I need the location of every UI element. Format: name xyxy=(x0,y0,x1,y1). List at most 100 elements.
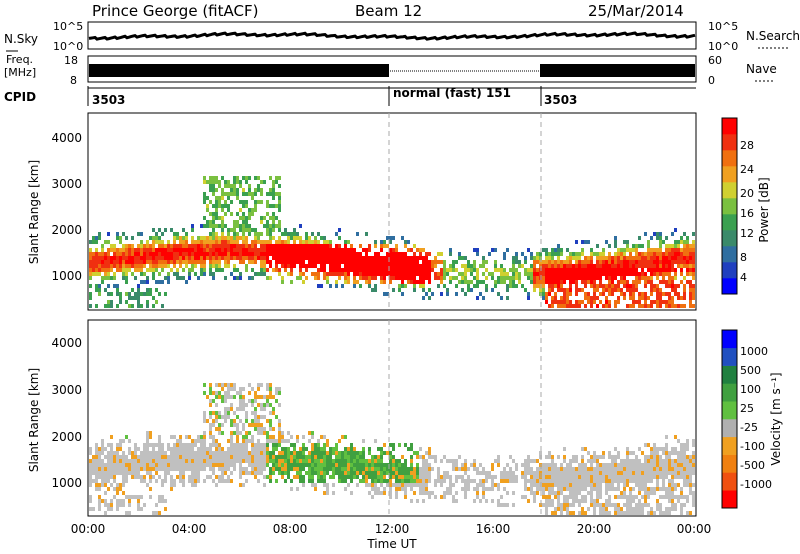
velocity-cell xyxy=(626,499,629,503)
power-cell xyxy=(608,260,611,264)
velocity-cell xyxy=(89,495,92,499)
power-cell xyxy=(317,272,320,276)
velocity-cell xyxy=(509,475,512,479)
velocity-cell xyxy=(563,503,566,507)
velocity-cell xyxy=(599,455,602,459)
power-cell xyxy=(560,264,563,268)
velocity-cell xyxy=(263,395,266,399)
velocity-cell xyxy=(320,475,323,479)
velocity-cell xyxy=(455,475,458,479)
velocity-cell xyxy=(584,471,587,475)
velocity-cell xyxy=(422,499,425,503)
power-cell xyxy=(566,276,569,280)
velocity-cell xyxy=(398,475,401,479)
velocity-cell xyxy=(281,471,284,475)
velocity-cell xyxy=(395,475,398,479)
power-cell xyxy=(407,248,410,252)
power-cell xyxy=(584,296,587,300)
velocity-cell xyxy=(656,483,659,487)
velocity-cell xyxy=(404,495,407,499)
power-cell xyxy=(278,220,281,224)
power-cell xyxy=(155,280,158,284)
power-cell xyxy=(275,248,278,252)
velocity-cell xyxy=(389,475,392,479)
power-cell xyxy=(140,256,143,260)
velocity-cell xyxy=(647,467,650,471)
velocity-cell xyxy=(467,475,470,479)
power-cell xyxy=(341,268,344,272)
velocity-cell xyxy=(623,459,626,463)
power-cell xyxy=(233,264,236,268)
power-cell xyxy=(326,276,329,280)
velocity-cell xyxy=(491,487,494,491)
power-cell xyxy=(512,268,515,272)
velocity-cell xyxy=(548,499,551,503)
velocity-cell xyxy=(149,459,152,463)
velocity-cell xyxy=(611,455,614,459)
power-cell xyxy=(137,300,140,304)
velocity-cell xyxy=(326,451,329,455)
velocity-cell xyxy=(545,503,548,507)
velocity-cell xyxy=(533,471,536,475)
power-cell xyxy=(197,276,200,280)
velocity-cell xyxy=(545,463,548,467)
power-cell xyxy=(242,236,245,240)
velocity-cell xyxy=(449,459,452,463)
velocity-cell xyxy=(614,475,617,479)
velocity-cell xyxy=(413,451,416,455)
power-cell xyxy=(626,288,629,292)
velocity-cell xyxy=(164,471,167,475)
velocity-cell xyxy=(485,475,488,479)
velocity-cell xyxy=(227,475,230,479)
velocity-cell xyxy=(416,499,419,503)
power-cell xyxy=(191,260,194,264)
velocity-cell xyxy=(581,487,584,491)
velocity-cell xyxy=(563,455,566,459)
velocity-cell xyxy=(215,463,218,467)
power-cell xyxy=(152,244,155,248)
velocity-cell xyxy=(542,479,545,483)
power-cell xyxy=(638,276,641,280)
power-cell xyxy=(137,256,140,260)
power-cell xyxy=(422,284,425,288)
velocity-cell xyxy=(179,455,182,459)
power-cell xyxy=(605,300,608,304)
power-cell xyxy=(302,240,305,244)
power-cell xyxy=(464,268,467,272)
velocity-cell xyxy=(359,471,362,475)
velocity-cell xyxy=(89,483,92,487)
power-cell xyxy=(605,268,608,272)
velocity-cell xyxy=(398,483,401,487)
power-cell xyxy=(647,268,650,272)
power-cell xyxy=(161,268,164,272)
power-cell xyxy=(161,304,164,308)
power-cell xyxy=(653,264,656,268)
power-cell xyxy=(272,220,275,224)
velocity-cell xyxy=(380,451,383,455)
velocity-cell xyxy=(341,463,344,467)
power-cell xyxy=(539,252,542,256)
velocity-cb-tick-m100: -100 xyxy=(740,440,765,453)
velocity-cell xyxy=(311,459,314,463)
power-cell xyxy=(683,240,686,244)
velocity-cell xyxy=(641,483,644,487)
velocity-cell xyxy=(443,491,446,495)
velocity-cell xyxy=(197,435,200,439)
power-cell xyxy=(386,244,389,248)
velocity-cell xyxy=(254,459,257,463)
power-cell xyxy=(314,264,317,268)
velocity-cell xyxy=(116,467,119,471)
velocity-cell xyxy=(239,475,242,479)
power-cell xyxy=(308,260,311,264)
velocity-cell xyxy=(494,459,497,463)
power-cell xyxy=(623,272,626,276)
power-cell xyxy=(263,180,266,184)
power-cell xyxy=(245,264,248,268)
velocity-cell xyxy=(395,479,398,483)
power-cell xyxy=(332,260,335,264)
velocity-cell xyxy=(677,499,680,503)
power-cell xyxy=(278,176,281,180)
power-cell xyxy=(332,248,335,252)
velocity-cell xyxy=(668,479,671,483)
